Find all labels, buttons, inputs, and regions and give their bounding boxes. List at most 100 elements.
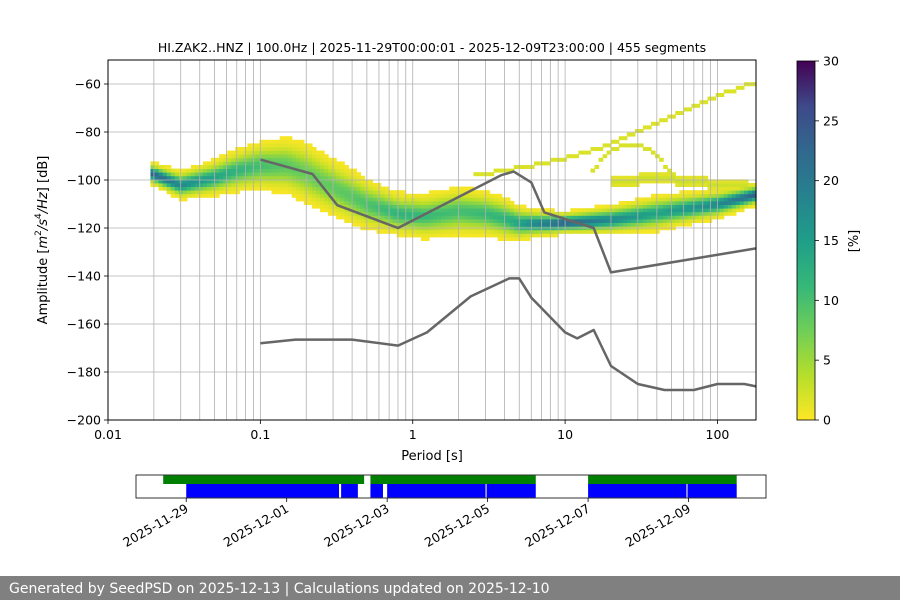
- density-cell: [449, 190, 454, 195]
- density-cell: [198, 183, 204, 187]
- density-cell: [489, 215, 495, 220]
- density-cell: [638, 208, 644, 213]
- density-cell: [320, 172, 325, 177]
- density-cell: [400, 208, 406, 213]
- density-cell: [287, 161, 293, 166]
- density-cell: [356, 197, 361, 202]
- density-cell: [679, 204, 684, 209]
- density-cell: [412, 219, 418, 223]
- density-cell: [622, 229, 628, 234]
- density-cell: [352, 168, 357, 173]
- density-cell: [328, 211, 333, 216]
- density-cell: [328, 201, 333, 205]
- density-cell: [647, 179, 652, 184]
- density-cell: [695, 208, 701, 213]
- density-cell: [469, 229, 475, 234]
- density-cell: [719, 93, 725, 97]
- density-cell: [473, 190, 479, 195]
- density-cell: [295, 143, 301, 148]
- density-cell: [566, 229, 571, 234]
- density-cell: [558, 157, 563, 162]
- density-cell: [174, 186, 180, 191]
- density-cell: [509, 211, 515, 216]
- density-cell: [525, 208, 531, 213]
- density-cell: [457, 197, 462, 202]
- density-cell: [307, 190, 313, 195]
- density-cell: [287, 136, 293, 141]
- density-cell: [667, 201, 672, 205]
- density-cell: [182, 190, 188, 195]
- density-cell: [655, 229, 660, 234]
- density-cell: [598, 157, 604, 162]
- density-cell: [267, 165, 273, 169]
- density-cell: [590, 222, 596, 227]
- density-cell: [517, 237, 523, 241]
- density-cell: [505, 208, 511, 213]
- density-cell: [433, 197, 438, 202]
- density-cell: [287, 190, 293, 195]
- density-cell: [291, 139, 297, 144]
- density-cell: [489, 201, 495, 205]
- density-cell: [215, 157, 220, 162]
- density-cell: [529, 165, 535, 169]
- density-cell: [412, 208, 418, 213]
- density-cell: [659, 172, 664, 177]
- density-cell: [239, 172, 244, 177]
- density-cell: [723, 197, 729, 202]
- density-cell: [150, 172, 156, 177]
- density-cell: [392, 197, 398, 202]
- density-cell: [396, 222, 402, 227]
- density-cell: [610, 179, 616, 184]
- density-cell: [275, 154, 281, 159]
- density-cell: [336, 197, 341, 202]
- density-cell: [186, 183, 192, 187]
- density-cell: [437, 201, 442, 205]
- density-cell: [336, 193, 341, 198]
- density-cell: [558, 219, 563, 223]
- density-cell: [211, 179, 216, 184]
- density-cell: [667, 219, 672, 223]
- density-cell: [219, 172, 224, 177]
- density-cell: [344, 193, 349, 198]
- density-cell: [348, 186, 353, 191]
- density-cell: [182, 172, 188, 177]
- density-cell: [186, 168, 192, 173]
- density-cell: [291, 161, 297, 166]
- density-cell: [324, 197, 329, 202]
- density-cell: [154, 168, 160, 173]
- density-cell: [606, 150, 612, 155]
- density-cell: [267, 157, 273, 162]
- density-cell: [445, 219, 450, 223]
- density-cell: [372, 211, 378, 216]
- density-cell: [473, 219, 479, 223]
- density-cell: [388, 215, 394, 220]
- density-cell: [602, 215, 608, 220]
- density-cell: [622, 211, 628, 216]
- density-cell: [461, 229, 466, 234]
- density-cell: [715, 190, 721, 195]
- density-cell: [219, 190, 224, 195]
- density-cell: [449, 222, 454, 227]
- density-cell: [231, 154, 236, 159]
- y-label-unit-hz: Hz: [36, 191, 51, 209]
- density-cell: [368, 211, 374, 216]
- density-cell: [659, 118, 664, 123]
- density-cell: [542, 161, 547, 166]
- density-cell: [384, 186, 390, 191]
- density-cell: [279, 175, 285, 180]
- density-cell: [340, 172, 345, 177]
- density-cell: [206, 161, 212, 166]
- density-cell: [642, 197, 648, 202]
- density-cell: [150, 161, 156, 166]
- density-cell: [445, 190, 450, 195]
- density-cell: [404, 219, 410, 223]
- density-cell: [610, 204, 616, 209]
- density-cell: [525, 219, 531, 223]
- density-cell: [743, 183, 749, 187]
- density-cell: [465, 222, 470, 227]
- density-cell: [747, 201, 753, 205]
- density-cell: [299, 143, 305, 148]
- density-cell: [634, 208, 640, 213]
- density-cell: [521, 165, 527, 169]
- density-cell: [671, 179, 676, 184]
